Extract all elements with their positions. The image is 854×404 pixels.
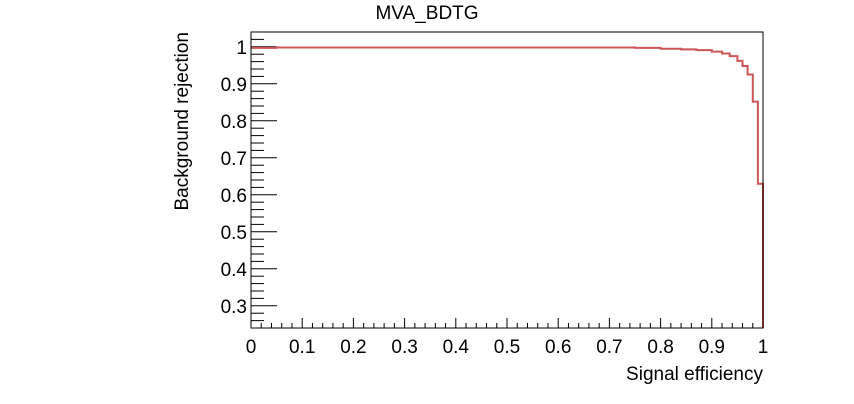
x-tick-label: 0.2 [340, 337, 366, 358]
axis-ticks: 0 0.1 0.2 0.3 0.4 0.5 0.6 0.7 0.8 0.9 1 0.3 0.4 0.5 0.… [221, 31, 769, 358]
x-tick-label: 0.4 [443, 337, 470, 358]
chart-title: MVA_BDTG [375, 3, 478, 24]
y-axis-label: Background rejection [172, 32, 193, 211]
x-tick-label: 0 [246, 337, 257, 358]
x-tick-label: 0.7 [596, 337, 622, 358]
x-tick-label: 0.1 [289, 337, 315, 358]
x-tick-label: 0.8 [647, 337, 673, 358]
x-tick-label: 1 [758, 337, 769, 358]
y-tick-label: 0.5 [221, 223, 247, 244]
y-tick-label: 0.3 [221, 297, 247, 318]
plot-frame [250, 31, 764, 329]
x-tick-label: 0.3 [391, 337, 417, 358]
y-tick-label: 1 [236, 38, 247, 59]
x-axis-label: Signal efficiency [626, 364, 763, 385]
x-tick-label: 0.6 [545, 337, 571, 358]
y-tick-label: 0.9 [221, 75, 247, 96]
x-tick-label: 0.5 [494, 337, 520, 358]
y-tick-label: 0.8 [221, 112, 247, 133]
y-tick-label: 0.7 [221, 149, 247, 170]
y-tick-label: 0.4 [221, 260, 248, 281]
x-tick-label: 0.9 [699, 337, 725, 358]
roc-curve [251, 46, 764, 328]
y-tick-label: 0.6 [221, 186, 247, 207]
series-layer [251, 46, 764, 328]
